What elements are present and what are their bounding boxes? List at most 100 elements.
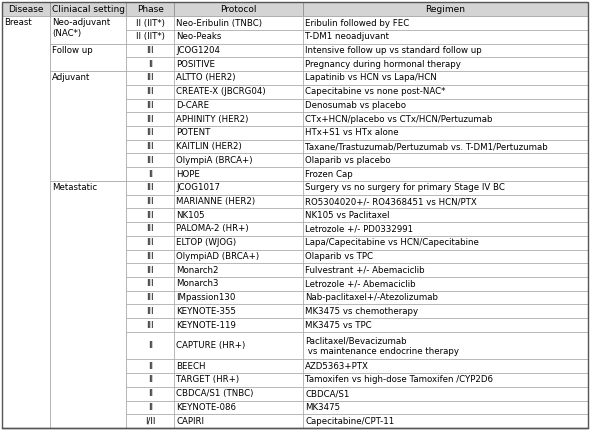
Bar [126, 304, 174, 318]
Bar [2, 181, 50, 195]
Text: Follow up: Follow up [52, 46, 93, 55]
Text: Letrozole +/- Abemaciclib: Letrozole +/- Abemaciclib [305, 280, 416, 289]
Bar [174, 44, 303, 58]
Bar [303, 401, 588, 414]
Bar [174, 167, 303, 181]
Text: Protocol: Protocol [221, 5, 257, 14]
Text: KEYNOTE-119: KEYNOTE-119 [176, 320, 236, 329]
Bar [126, 373, 174, 387]
Text: II: II [148, 403, 153, 412]
Text: Letrozole +/- PD0332991: Letrozole +/- PD0332991 [305, 224, 414, 233]
Bar [174, 2, 303, 16]
Text: III: III [146, 197, 154, 206]
Text: III: III [146, 46, 154, 55]
Text: III: III [146, 224, 154, 233]
Bar [303, 263, 588, 277]
Bar [174, 126, 303, 140]
Bar [126, 126, 174, 140]
Text: D-CARE: D-CARE [176, 101, 209, 110]
Text: Cliniacal setting: Cliniacal setting [52, 5, 124, 14]
Bar [2, 291, 50, 304]
Bar [50, 126, 126, 140]
Text: CBDCA/S1 (TNBC): CBDCA/S1 (TNBC) [176, 389, 254, 398]
Text: III: III [146, 74, 154, 83]
Text: II: II [148, 60, 153, 69]
Bar [174, 332, 303, 359]
Text: BEECH: BEECH [176, 362, 206, 371]
Bar [126, 140, 174, 154]
Bar [303, 304, 588, 318]
Text: Tamoxifen vs high-dose Tamoxifen /CYP2D6: Tamoxifen vs high-dose Tamoxifen /CYP2D6 [305, 375, 493, 384]
Bar [2, 277, 50, 291]
Bar [303, 58, 588, 71]
Bar [2, 401, 50, 414]
Bar [50, 44, 126, 71]
Bar [2, 112, 50, 126]
Bar [126, 181, 174, 195]
Bar [303, 71, 588, 85]
Bar [174, 140, 303, 154]
Bar [126, 401, 174, 414]
Bar [2, 44, 50, 58]
Bar [126, 209, 174, 222]
Text: MK3475 vs TPC: MK3475 vs TPC [305, 320, 372, 329]
Bar [303, 249, 588, 263]
Bar [2, 85, 50, 98]
Bar [126, 387, 174, 401]
Text: Lapa/Capecitabine vs HCN/Capecitabine: Lapa/Capecitabine vs HCN/Capecitabine [305, 238, 479, 247]
Text: Breast: Breast [4, 18, 32, 27]
Text: Monarch2: Monarch2 [176, 266, 219, 275]
Bar [50, 318, 126, 332]
Text: Eribulin followed by FEC: Eribulin followed by FEC [305, 18, 409, 28]
Text: III: III [146, 307, 154, 316]
Bar [50, 222, 126, 236]
Text: Capecitabine vs none post-NAC*: Capecitabine vs none post-NAC* [305, 87, 445, 96]
Text: CTx+HCN/placebo vs CTx/HCN/Pertuzumab: CTx+HCN/placebo vs CTx/HCN/Pertuzumab [305, 115, 493, 124]
Bar [126, 359, 174, 373]
Bar [50, 71, 126, 181]
Bar [303, 291, 588, 304]
Bar [126, 30, 174, 44]
Bar [126, 263, 174, 277]
Bar [174, 154, 303, 167]
Bar [303, 140, 588, 154]
Text: I/II: I/II [145, 417, 155, 426]
Text: Disease: Disease [8, 5, 44, 14]
Text: Phase: Phase [137, 5, 163, 14]
Text: POSITIVE: POSITIVE [176, 60, 215, 69]
Bar [174, 249, 303, 263]
Text: III: III [146, 183, 154, 192]
Bar [2, 387, 50, 401]
Text: II: II [148, 389, 153, 398]
Text: HOPE: HOPE [176, 169, 200, 178]
Bar [126, 167, 174, 181]
Bar [50, 236, 126, 249]
Text: MK3475: MK3475 [305, 403, 340, 412]
Bar [50, 112, 126, 126]
Bar [2, 140, 50, 154]
Text: KAITLIN (HER2): KAITLIN (HER2) [176, 142, 242, 151]
Text: NK105: NK105 [176, 211, 205, 220]
Bar [303, 16, 588, 30]
Bar [303, 195, 588, 209]
Bar [2, 414, 50, 428]
Bar [50, 181, 126, 428]
Text: III: III [146, 87, 154, 96]
Bar [174, 359, 303, 373]
Text: II: II [148, 375, 153, 384]
Bar [303, 277, 588, 291]
Text: Lapatinib vs HCN vs Lapa/HCN: Lapatinib vs HCN vs Lapa/HCN [305, 74, 437, 83]
Bar [303, 387, 588, 401]
Text: AZD5363+PTX: AZD5363+PTX [305, 362, 369, 371]
Bar [2, 222, 50, 236]
Text: IMpassion130: IMpassion130 [176, 293, 235, 302]
Text: III: III [146, 142, 154, 151]
Text: KEYNOTE-086: KEYNOTE-086 [176, 403, 236, 412]
Bar [50, 44, 126, 58]
Text: III: III [146, 320, 154, 329]
Bar [174, 98, 303, 112]
Bar [174, 263, 303, 277]
Bar [2, 167, 50, 181]
Bar [174, 277, 303, 291]
Bar [303, 332, 588, 359]
